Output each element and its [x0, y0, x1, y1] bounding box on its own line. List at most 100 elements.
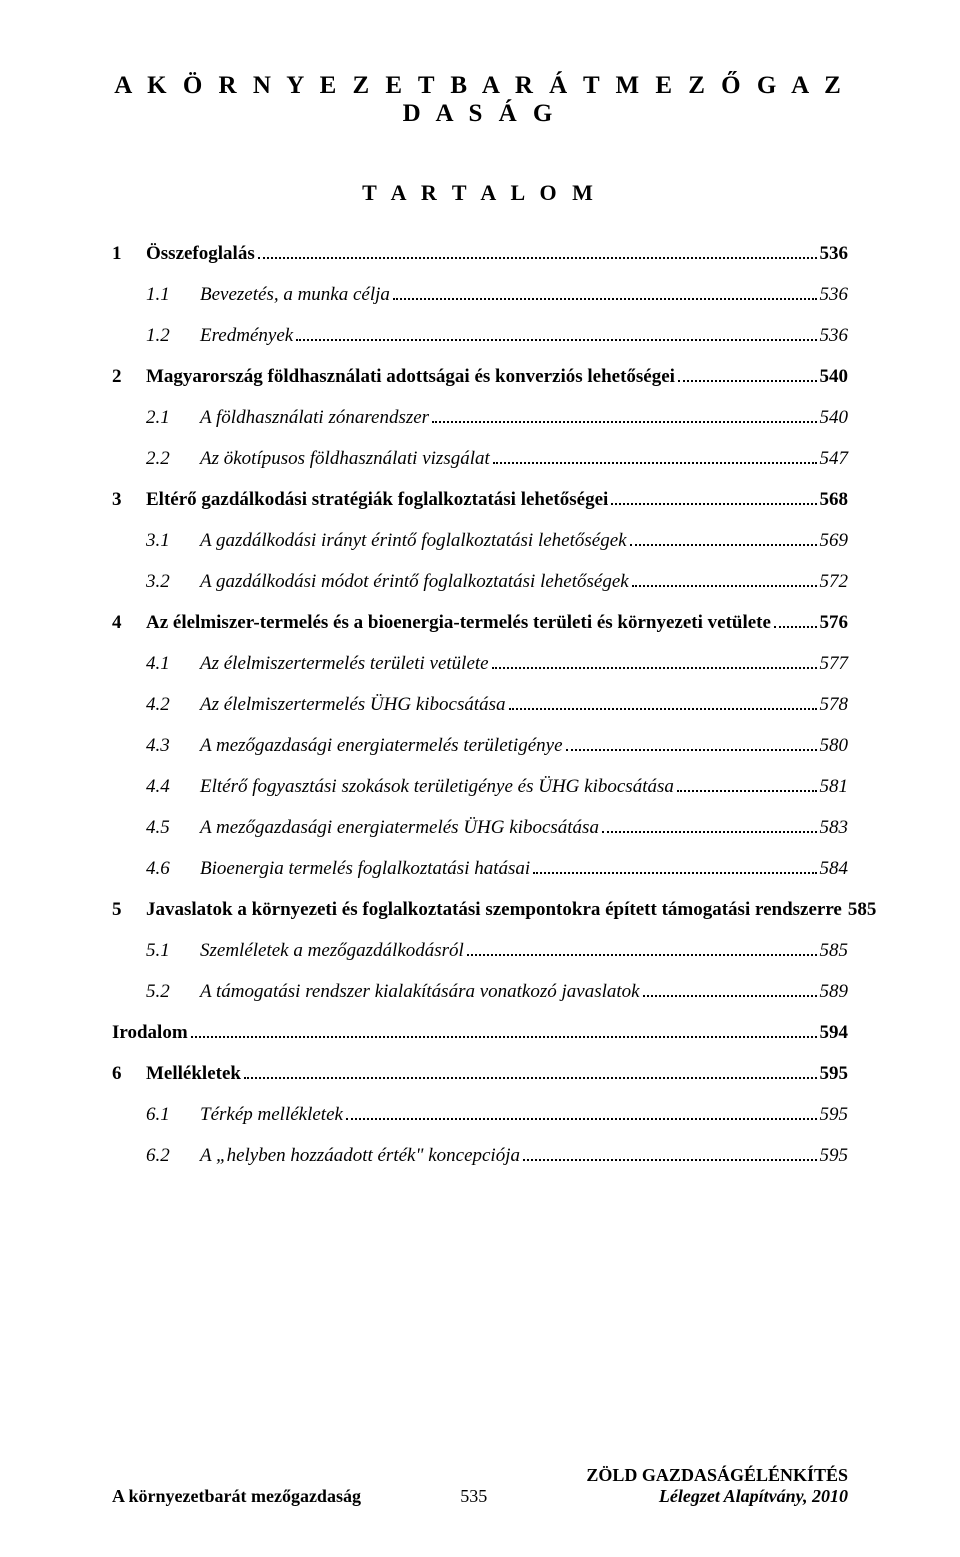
toc-entry-label: Eltérő gazdálkodási stratégiák foglalkoz… [146, 490, 608, 509]
toc-entry-number: 2.2 [146, 449, 200, 468]
toc-entry-page: 536 [820, 285, 849, 304]
toc-entry: Irodalom 594 [112, 1023, 848, 1042]
toc-entry-label: Eltérő fogyasztási szokások területigény… [200, 777, 674, 796]
toc-leader [632, 573, 817, 587]
toc-entry-page: 547 [820, 449, 849, 468]
toc-leader [677, 778, 817, 792]
toc-entry-number: 1.1 [146, 285, 200, 304]
toc-entry-number: 1 [112, 244, 146, 263]
toc-entry-page: 572 [820, 572, 849, 591]
toc-entry-number: 3.1 [146, 531, 200, 550]
footer-left: A környezetbarát mezőgazdaság [112, 1486, 361, 1507]
toc-entry-number: 4.4 [146, 777, 200, 796]
toc-entry-number: 4.5 [146, 818, 200, 837]
document-title: A K Ö R N Y E Z E T B A R Á T M E Z Ő G … [112, 72, 848, 128]
toc-entry-page: 585 [848, 900, 877, 919]
footer-right: ZÖLD GAZDASÁGÉLÉNKÍTÉS Lélegzet Alapítvá… [586, 1465, 848, 1507]
toc-entry-label: A mezőgazdasági energiatermelés ÜHG kibo… [200, 818, 599, 837]
toc-leader [492, 655, 817, 669]
toc-entry-label: Az élelmiszer-termelés és a bioenergia-t… [146, 613, 771, 632]
toc-entry-page: 584 [820, 859, 849, 878]
toc-entry-label: Térkép mellékletek [200, 1105, 343, 1124]
toc-entry-label: A földhasználati zónarendszer [200, 408, 429, 427]
toc-entry-label: A gazdálkodási módot érintő foglalkoztat… [200, 572, 629, 591]
toc-leader [493, 450, 817, 464]
toc-entry-page: 583 [820, 818, 849, 837]
page: A K Ö R N Y E Z E T B A R Á T M E Z Ő G … [0, 0, 960, 1557]
toc-entry-page: 536 [820, 326, 849, 345]
toc-entry-page: 536 [820, 244, 849, 263]
toc-entry-page: 540 [820, 367, 849, 386]
toc-entry-number: 4.3 [146, 736, 200, 755]
toc-entry-number: 4.2 [146, 695, 200, 714]
toc-entry-label: Irodalom [112, 1023, 188, 1042]
toc-entry-number: 2.1 [146, 408, 200, 427]
toc-entry-label: Az élelmiszertermelés területi vetülete [200, 654, 489, 673]
toc-leader [566, 737, 817, 751]
toc-entry-page: 594 [820, 1023, 849, 1042]
toc-entry-label: A gazdálkodási irányt érintő foglalkozta… [200, 531, 627, 550]
toc-leader [244, 1065, 817, 1079]
toc-entry-label: Eredmények [200, 326, 293, 345]
toc-entry-number: 6.2 [146, 1146, 200, 1165]
page-footer: A környezetbarát mezőgazdaság 535 ZÖLD G… [112, 1465, 848, 1507]
toc-entry-number: 6.1 [146, 1105, 200, 1124]
toc-leader [509, 696, 817, 710]
toc-entry-label: Bevezetés, a munka célja [200, 285, 390, 304]
toc-entry-number: 5.2 [146, 982, 200, 1001]
toc-entry: 4Az élelmiszer-termelés és a bioenergia-… [112, 613, 848, 632]
toc-entry-page: 581 [820, 777, 849, 796]
toc-entry: 6.1Térkép mellékletek 595 [112, 1105, 848, 1124]
toc-entry-number: 3 [112, 490, 146, 509]
toc-leader [258, 245, 817, 259]
toc-entry-page: 577 [820, 654, 849, 673]
toc-entry: 5Javaslatok a környezeti és foglalkoztat… [112, 900, 848, 919]
toc-entry-label: Szemléletek a mezőgazdálkodásról [200, 941, 464, 960]
toc-entry: 5.1Szemléletek a mezőgazdálkodásról585 [112, 941, 848, 960]
footer-right-line2: Lélegzet Alapítvány, 2010 [586, 1486, 848, 1507]
toc-leader [630, 532, 817, 546]
toc-entry: 4.2Az élelmiszertermelés ÜHG kibocsátása… [112, 695, 848, 714]
toc-entry-page: 576 [820, 613, 849, 632]
toc-entry: 6Mellékletek595 [112, 1064, 848, 1083]
toc-entry-page: 580 [820, 736, 849, 755]
toc-entry-page: 595 [820, 1146, 849, 1165]
toc-leader [643, 983, 817, 997]
toc-entry-label: Bioenergia termelés foglalkoztatási hatá… [200, 859, 530, 878]
toc-entry-page: 568 [820, 490, 849, 509]
toc-entry-label: A támogatási rendszer kialakítására vona… [200, 982, 640, 1001]
toc-entry-label: Az ökotípusos földhasználati vizsgálat [200, 449, 490, 468]
toc-entry-page: 540 [820, 408, 849, 427]
toc-entry: 4.6Bioenergia termelés foglalkoztatási h… [112, 859, 848, 878]
toc-entry-number: 1.2 [146, 326, 200, 345]
toc-leader [296, 327, 816, 341]
toc-entry-page: 595 [820, 1064, 849, 1083]
toc-entry: 4.3A mezőgazdasági energiatermelés terül… [112, 736, 848, 755]
toc-entry: 6.2A „helyben hozzáadott érték" koncepci… [112, 1146, 848, 1165]
toc-entry: 3Eltérő gazdálkodási stratégiák foglalko… [112, 490, 848, 509]
toc-entry-label: Összefoglalás [146, 244, 255, 263]
toc-entry-number: 5.1 [146, 941, 200, 960]
toc-entry-label: Magyarország földhasználati adottságai é… [146, 367, 675, 386]
toc-entry: 3.1A gazdálkodási irányt érintő foglalko… [112, 531, 848, 550]
toc-entry-page: 569 [820, 531, 849, 550]
table-of-contents: 1Összefoglalás 536 1.1Bevezetés, a munka c… [112, 244, 848, 1165]
toc-entry-number: 2 [112, 367, 146, 386]
footer-page-number: 535 [460, 1486, 487, 1507]
toc-entry-label: A mezőgazdasági energiatermelés területi… [200, 736, 563, 755]
toc-leader [467, 942, 817, 956]
toc-entry: 5.2A támogatási rendszer kialakítására v… [112, 982, 848, 1001]
toc-entry-page: 589 [820, 982, 849, 1001]
toc-entry-number: 3.2 [146, 572, 200, 591]
toc-entry-label: Javaslatok a környezeti és foglalkoztatá… [146, 900, 842, 919]
toc-entry-number: 5 [112, 900, 146, 919]
toc-entry: 4.5A mezőgazdasági energiatermelés ÜHG k… [112, 818, 848, 837]
toc-entry: 3.2A gazdálkodási módot érintő foglalkoz… [112, 572, 848, 591]
toc-entry-page: 595 [820, 1105, 849, 1124]
toc-entry-page: 578 [820, 695, 849, 714]
toc-entry-label: Mellékletek [146, 1064, 241, 1083]
toc-leader [774, 614, 817, 628]
toc-entry: 2.2Az ökotípusos földhasználati vizsgála… [112, 449, 848, 468]
toc-leader [346, 1106, 817, 1120]
toc-leader [533, 860, 816, 874]
